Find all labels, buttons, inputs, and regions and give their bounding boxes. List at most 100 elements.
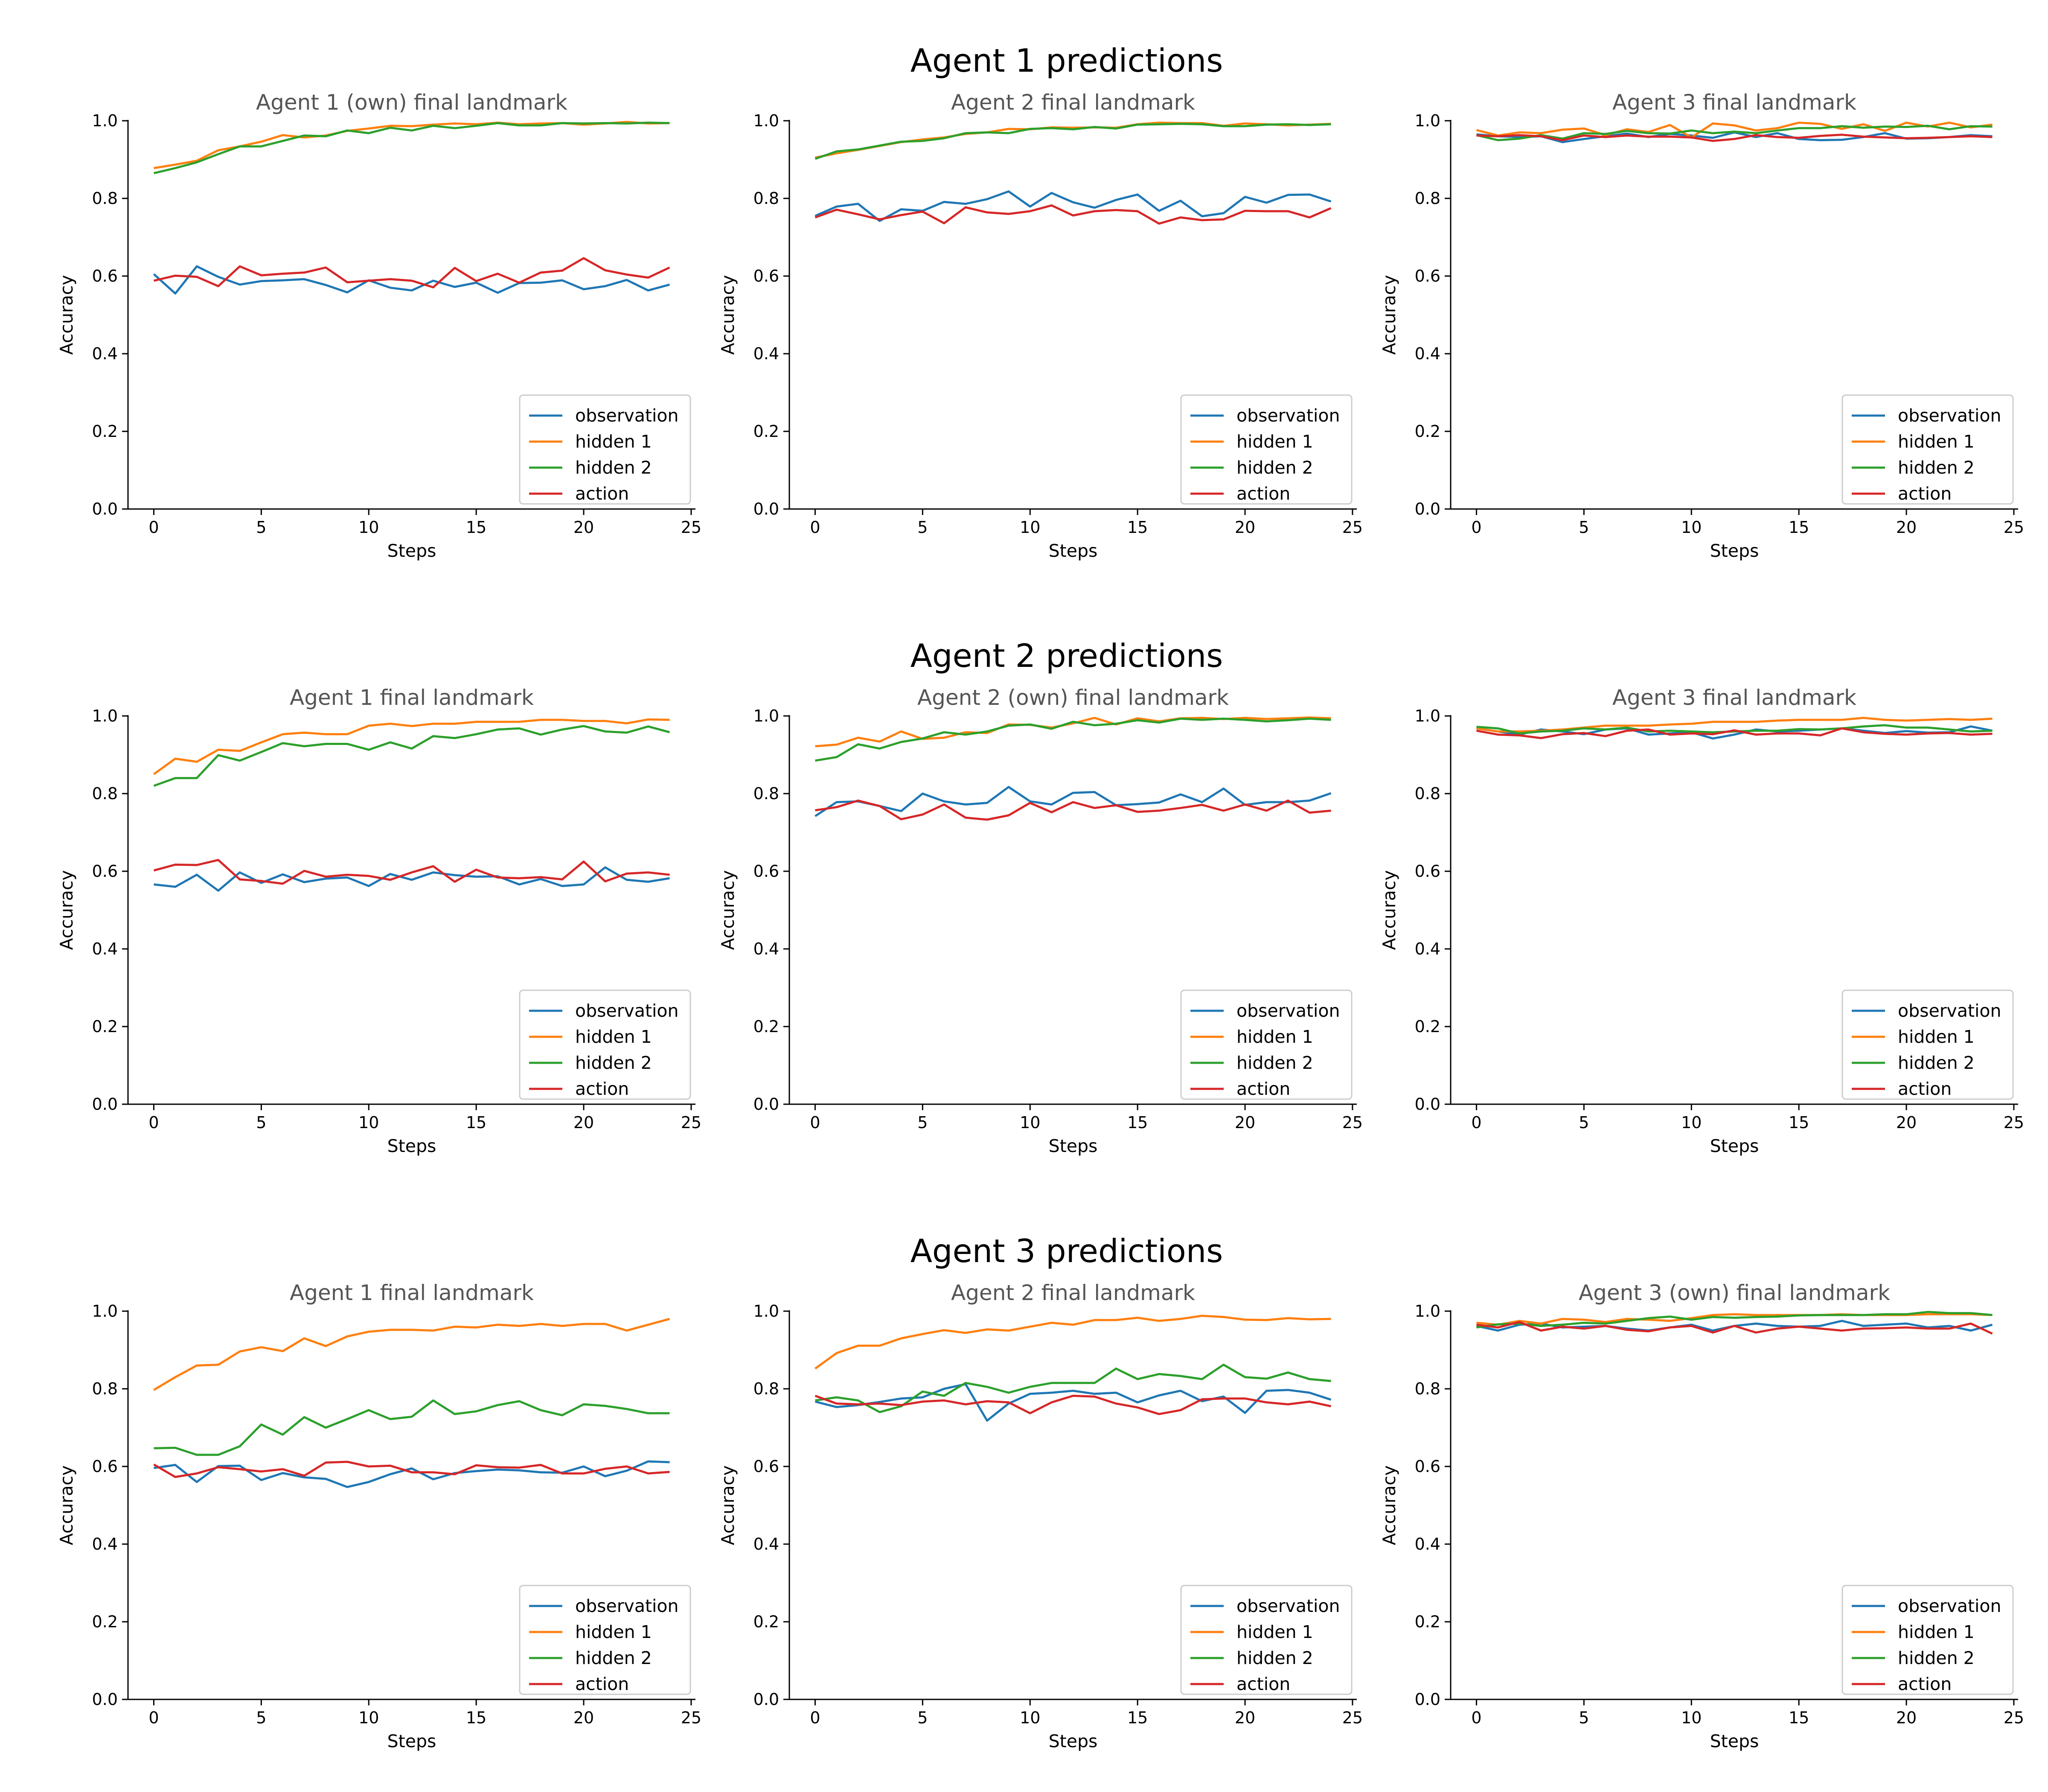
x-tick-label: 20	[573, 1113, 594, 1132]
y-tick-label: 1.0	[753, 1302, 779, 1321]
series-line-action	[153, 859, 670, 885]
legend-label: observation	[1236, 1001, 1340, 1021]
y-tick-label: 0.8	[753, 189, 779, 208]
series-line-hidden-1	[815, 716, 1331, 748]
subplot-title: Agent 1 final landmark	[290, 685, 534, 710]
series-line-action	[1476, 134, 1993, 142]
x-tick-label: 20	[573, 518, 594, 537]
x-tick-label: 0	[1471, 518, 1481, 537]
x-tick-label: 20	[1235, 1113, 1255, 1132]
legend-frame	[519, 1585, 691, 1695]
subplot-2-2: Agent 2 (own) final landmark 0 5 10 15 20 25 0.…	[718, 685, 1363, 1156]
y-tick-label: 1.0	[92, 111, 118, 130]
y-tick-label: 0.2	[1415, 422, 1440, 441]
x-tick-label: 5	[917, 518, 928, 537]
legend: observation hidden 1 hidden 2 action	[1180, 394, 1353, 505]
x-tick-label: 10	[1681, 1708, 1702, 1727]
series-line-observation	[815, 190, 1332, 222]
row-title: Agent 1 predictions	[911, 42, 1223, 79]
y-tick-label: 0.0	[1415, 1690, 1440, 1709]
x-tick-label: 15	[1789, 1708, 1809, 1727]
legend-frame	[519, 989, 691, 1100]
y-tick-label: 0.4	[92, 344, 118, 363]
series-line-observation	[154, 866, 670, 892]
legend-label: hidden 2	[575, 1648, 652, 1668]
series-line-observation	[815, 1383, 1332, 1422]
legend: observation hidden 1 hidden 2 action	[1180, 989, 1353, 1100]
y-tick-label: 0.2	[753, 1612, 779, 1631]
legend-label: observation	[575, 1596, 678, 1616]
legend-label: observation	[575, 1001, 678, 1021]
legend-label: hidden 1	[1898, 1027, 1975, 1047]
y-tick-label: 0.4	[753, 940, 779, 958]
legend-label: hidden 2	[1898, 457, 1975, 478]
y-tick-label: 0.0	[92, 1095, 118, 1114]
x-tick-label: 10	[1020, 1708, 1040, 1727]
x-tick-label: 0	[1471, 1113, 1481, 1132]
subplot-2-1: Agent 1 final landmark 0 5 10 15 20 25 0.0 0.2 0.…	[56, 685, 701, 1156]
y-tick-label: 0.8	[753, 784, 779, 803]
series-line-action	[815, 204, 1332, 225]
row-title: Agent 2 predictions	[911, 637, 1223, 675]
legend-label: action	[1898, 483, 1952, 504]
series-line-hidden-2	[1476, 724, 1993, 735]
y-tick-label: 1.0	[1415, 707, 1440, 725]
y-axis-label: Accuracy	[1379, 275, 1399, 355]
y-axis-label: Accuracy	[56, 275, 77, 355]
legend-label: hidden 2	[1236, 457, 1313, 478]
legend-label: action	[1236, 1674, 1290, 1694]
legend-frame	[1841, 989, 2014, 1100]
legend: observation hidden 1 hidden 2 action	[1841, 989, 2014, 1100]
y-axis-label: Accuracy	[718, 1465, 738, 1545]
y-tick-label: 0.2	[92, 1017, 118, 1036]
series-line-observation	[153, 265, 670, 295]
subplot-title: Agent 2 (own) final landmark	[917, 685, 1229, 710]
y-tick-label: 0.8	[753, 1379, 779, 1398]
legend-label: action	[1898, 1079, 1952, 1099]
series-line-hidden-1	[154, 121, 670, 169]
x-axis-label: Steps	[1049, 1731, 1098, 1751]
x-tick-label: 5	[256, 1113, 266, 1132]
y-tick-label: 0.2	[92, 422, 118, 441]
legend-label: hidden 1	[1898, 1622, 1975, 1642]
legend: observation hidden 1 hidden 2 action	[519, 989, 691, 1100]
y-tick-label: 0.6	[1415, 1457, 1440, 1476]
legend-label: observation	[1898, 1001, 2001, 1021]
y-tick-label: 0.6	[1415, 267, 1440, 285]
legend: observation hidden 1 hidden 2 action	[1841, 394, 2014, 505]
legend-frame	[1180, 1585, 1353, 1695]
series-line-hidden-2	[153, 725, 670, 787]
y-tick-label: 0.0	[1415, 500, 1440, 518]
subplot-1-1: Agent 1 (own) final landmark 0 5 10 15 20 25 0.…	[56, 90, 701, 561]
y-axis-label: Accuracy	[1379, 870, 1399, 950]
x-tick-label: 20	[573, 1708, 594, 1727]
x-tick-label: 20	[1896, 1708, 1917, 1727]
series-line-hidden-1	[1476, 122, 1993, 139]
y-tick-label: 0.0	[92, 500, 118, 518]
y-axis-label: Accuracy	[718, 870, 738, 950]
y-axis-label: Accuracy	[56, 870, 77, 950]
y-tick-label: 0.8	[1415, 1379, 1440, 1398]
x-axis-label: Steps	[1049, 1136, 1098, 1156]
x-tick-label: 15	[1789, 1113, 1809, 1132]
x-tick-label: 0	[810, 518, 820, 537]
x-tick-label: 10	[1020, 518, 1040, 537]
legend-label: observation	[1236, 1596, 1340, 1616]
subplot-2-3: Agent 3 final landmark 0 5 10 15 20 25 0.0 0.2 0.…	[1379, 685, 2024, 1156]
x-tick-label: 20	[1896, 1113, 1917, 1132]
y-axis-label: Accuracy	[718, 275, 738, 355]
x-tick-label: 0	[810, 1708, 820, 1727]
y-tick-label: 0.4	[753, 1535, 779, 1553]
legend-label: action	[575, 1079, 629, 1099]
x-axis-label: Steps	[387, 541, 436, 561]
y-tick-label: 0.4	[1415, 940, 1440, 958]
x-tick-label: 25	[681, 518, 701, 537]
legend-label: hidden 2	[1236, 1648, 1313, 1668]
legend-label: hidden 1	[1236, 1622, 1313, 1642]
legend-frame	[1180, 394, 1353, 505]
x-tick-label: 15	[466, 1708, 486, 1727]
x-tick-label: 5	[1579, 518, 1589, 537]
legend-label: hidden 2	[575, 457, 652, 478]
legend-label: observation	[575, 405, 678, 426]
series-line-action	[1476, 727, 1993, 739]
